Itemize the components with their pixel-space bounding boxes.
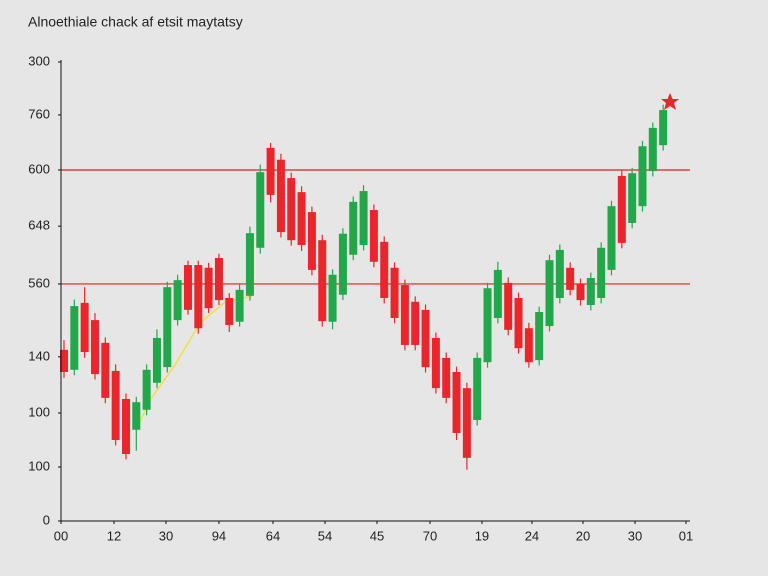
candle-body xyxy=(183,265,192,310)
chart-title: Alnoethiale chack af etsit maytatsy xyxy=(28,14,243,30)
x-tick-label: 01 xyxy=(679,528,693,543)
x-tick-label: 12 xyxy=(107,528,121,543)
x-tick-label: 20 xyxy=(576,528,590,543)
x-tick-label: 30 xyxy=(628,528,642,543)
candle-body xyxy=(225,297,234,325)
y-tick-label: 300 xyxy=(28,53,50,68)
x-tick-label: 19 xyxy=(475,528,489,543)
x-tick-label: 70 xyxy=(423,528,437,543)
candle-body xyxy=(442,357,451,398)
candle-body xyxy=(121,398,130,455)
candle-body xyxy=(638,146,647,207)
candle-body xyxy=(142,369,151,410)
y-tick-label: 760 xyxy=(28,106,50,121)
candle-body xyxy=(307,212,316,270)
y-tick-label: 560 xyxy=(28,275,50,290)
candle-body xyxy=(111,370,120,440)
candle-body xyxy=(276,159,285,233)
candle-body xyxy=(287,178,296,241)
candle-body xyxy=(504,282,513,330)
candle-body xyxy=(204,267,213,309)
x-tick-label: 45 xyxy=(370,528,384,543)
x-tick-label: 00 xyxy=(54,528,68,543)
star-marker xyxy=(661,93,679,110)
candle-body xyxy=(483,288,492,363)
candle-body xyxy=(90,320,99,375)
candle-body xyxy=(152,337,161,383)
candle-body xyxy=(535,312,544,361)
candle-body xyxy=(328,274,337,322)
candle-body xyxy=(648,127,657,172)
y-tick-label: 100 xyxy=(28,404,50,419)
candle-body xyxy=(473,357,482,421)
y-tick-label: 648 xyxy=(28,218,50,233)
candle-body xyxy=(132,402,141,430)
candle-body xyxy=(297,192,306,246)
candle-body xyxy=(514,297,523,349)
y-tick-label: 600 xyxy=(28,161,50,176)
candle-body xyxy=(359,191,368,246)
x-tick-label: 94 xyxy=(212,528,226,543)
y-tick-label: 140 xyxy=(28,348,50,363)
candle-body xyxy=(462,388,471,458)
candle-body xyxy=(245,233,254,296)
candle-body xyxy=(70,306,79,370)
candle-body xyxy=(493,269,502,318)
y-tick-label: 0 xyxy=(43,512,50,527)
x-tick-label: 64 xyxy=(266,528,280,543)
candle-body xyxy=(101,342,110,398)
plot-area xyxy=(59,104,690,470)
candle-body xyxy=(628,173,637,223)
candle-body xyxy=(431,337,440,389)
candle-body xyxy=(214,258,223,301)
candle-body xyxy=(586,278,595,305)
x-tick-label: 54 xyxy=(318,528,332,543)
candle-body xyxy=(256,172,265,248)
candle-body xyxy=(194,265,203,329)
candle-body xyxy=(576,283,585,301)
x-tick-label: 24 xyxy=(525,528,539,543)
candle-body xyxy=(659,110,668,146)
candle-body xyxy=(318,240,327,322)
candle-body xyxy=(617,175,626,243)
candle-body xyxy=(390,267,399,318)
candle-body xyxy=(266,147,275,195)
candle-body xyxy=(380,241,389,298)
candle-body xyxy=(173,280,182,321)
candle-body xyxy=(545,260,554,327)
candle-body xyxy=(452,371,461,433)
candle-body xyxy=(163,287,172,368)
y-tick-label: 100 xyxy=(28,458,50,473)
candle-body xyxy=(411,301,420,345)
candle-body xyxy=(338,233,347,295)
candle-body xyxy=(80,302,89,352)
candle-body xyxy=(607,206,616,270)
candle-body xyxy=(524,328,533,363)
candle-body xyxy=(566,267,575,290)
candle-body xyxy=(421,309,430,368)
candle-body xyxy=(349,201,358,255)
candle-body xyxy=(235,289,244,322)
x-tick-label: 30 xyxy=(159,528,173,543)
candle-body xyxy=(597,247,606,298)
candle-body xyxy=(400,285,409,345)
candle-body xyxy=(59,349,68,372)
candle-body xyxy=(369,209,378,262)
candle-body xyxy=(555,249,564,298)
